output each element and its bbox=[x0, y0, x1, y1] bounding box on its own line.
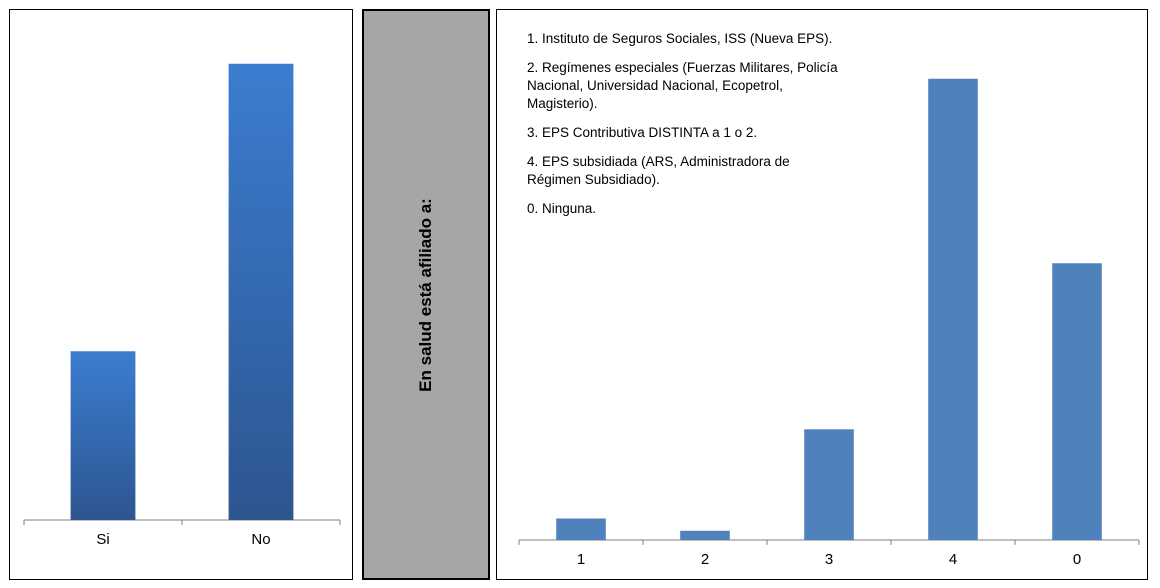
affiliation-chart-panel: 1 2 3 4 0 1. Instituto de Seguros Sociales, … bbox=[496, 9, 1148, 580]
legend-item-4: 4. EPS subsidiada (ARS, Administradora d… bbox=[527, 154, 790, 187]
affiliation-bar-chart: 1 2 3 4 0 bbox=[518, 78, 1140, 568]
si-no-chart-panel: Si No bbox=[9, 9, 353, 580]
bar-3 bbox=[804, 429, 854, 540]
legend-item-2: 2. Regímenes especiales (Fuerzas Militar… bbox=[527, 60, 838, 111]
legend-item-1: 1. Instituto de Seguros Sociales, ISS (N… bbox=[527, 31, 833, 46]
si-no-bar-chart: Si No bbox=[23, 63, 341, 548]
bar-2 bbox=[680, 530, 730, 540]
bar-Si bbox=[70, 351, 136, 520]
legend-item-0: 0. Ninguna. bbox=[527, 201, 597, 216]
tick-label-0: 0 bbox=[1073, 551, 1081, 568]
tick-label-4: 4 bbox=[949, 551, 957, 568]
tick-label-Si: Si bbox=[96, 531, 109, 548]
bar-No bbox=[228, 63, 294, 520]
bar-1 bbox=[556, 518, 606, 540]
tick-label-2: 2 bbox=[701, 551, 709, 568]
side-label-panel: En salud está afiliado a: bbox=[362, 9, 490, 580]
legend-item-3: 3. EPS Contributiva DISTINTA a 1 o 2. bbox=[527, 125, 758, 140]
tick-label-1: 1 bbox=[577, 551, 585, 568]
tick-label-3: 3 bbox=[825, 551, 833, 568]
tick-label-No: No bbox=[251, 531, 270, 548]
side-label: En salud está afiliado a: bbox=[416, 197, 435, 392]
bar-4 bbox=[928, 78, 978, 540]
bar-0 bbox=[1052, 263, 1102, 540]
category-legend: 1. Instituto de Seguros Sociales, ISS (N… bbox=[527, 30, 847, 229]
